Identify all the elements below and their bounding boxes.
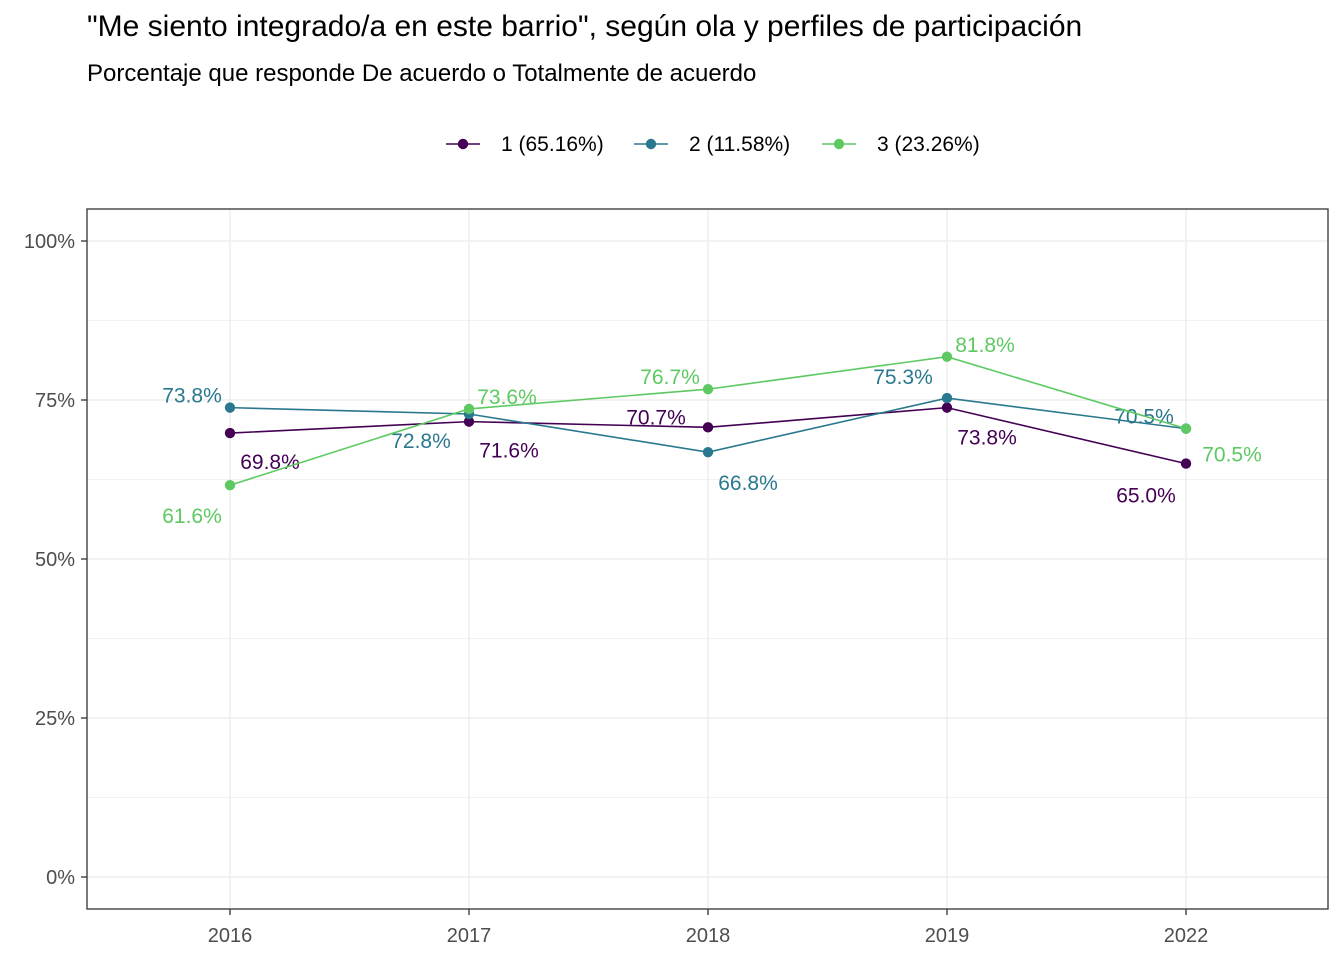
- data-point: [463, 416, 475, 427]
- chart-title: "Me siento integrado/a en este barrio", …: [87, 10, 1083, 43]
- data-point: [463, 403, 475, 415]
- data-label: 66.8%: [718, 472, 778, 495]
- x-tick-label: 2016: [208, 925, 253, 947]
- legend-key-point: [645, 138, 657, 150]
- data-point: [702, 422, 714, 433]
- legend-label: 2 (11.58%): [689, 133, 790, 156]
- data-label: 71.6%: [479, 440, 539, 463]
- data-label: 70.7%: [626, 406, 686, 429]
- data-label: 81.8%: [955, 334, 1015, 357]
- data-label: 73.8%: [957, 427, 1017, 450]
- data-label: 65.0%: [1116, 485, 1176, 508]
- data-label: 73.6%: [477, 386, 537, 409]
- data-label: 76.7%: [640, 366, 700, 389]
- y-tick-label: 100%: [24, 231, 75, 253]
- data-point: [941, 392, 953, 404]
- data-point: [702, 446, 714, 458]
- grid: [87, 209, 1328, 909]
- x-tick-label: 2018: [686, 925, 731, 947]
- data-label: 75.3%: [873, 366, 933, 389]
- data-point: [941, 351, 953, 362]
- y-tick-label: 50%: [35, 549, 75, 571]
- data-label: 70.5%: [1202, 444, 1262, 467]
- data-label: 73.8%: [162, 385, 222, 408]
- x-tick-label: 2019: [925, 925, 970, 947]
- legend-key-point: [833, 138, 845, 150]
- axes: 0% 25% 50% 75% 100% 2016 2017 2018 2019 2022: [24, 231, 1208, 947]
- series-layer: 69.8% 71.6% 70.7% 73.8% 65.0% 73.8% 72.8% 66.8%…: [162, 334, 1262, 528]
- data-point: [224, 480, 236, 491]
- legend: 1 (65.16%) 2 (11.58%) 3 (23.26%): [446, 133, 980, 156]
- y-tick-label: 0%: [46, 867, 75, 889]
- chart-subtitle: Porcentaje que responde De acuerdo o Tot…: [87, 60, 757, 87]
- legend-label: 3 (23.26%): [877, 133, 980, 156]
- data-label: 61.6%: [162, 505, 222, 528]
- legend-key-point: [457, 138, 469, 150]
- data-point: [941, 402, 953, 413]
- data-label: 72.8%: [391, 430, 451, 453]
- data-label: 69.8%: [240, 451, 300, 474]
- y-tick-label: 75%: [35, 390, 75, 412]
- legend-label: 1 (65.16%): [501, 133, 604, 156]
- y-tick-label: 25%: [35, 708, 75, 730]
- x-tick-label: 2022: [1164, 925, 1209, 947]
- data-point: [224, 402, 236, 413]
- data-point: [1180, 423, 1192, 434]
- x-tick-label: 2017: [447, 925, 492, 947]
- data-point: [224, 427, 236, 439]
- data-point: [702, 383, 714, 395]
- data-point: [1180, 458, 1192, 469]
